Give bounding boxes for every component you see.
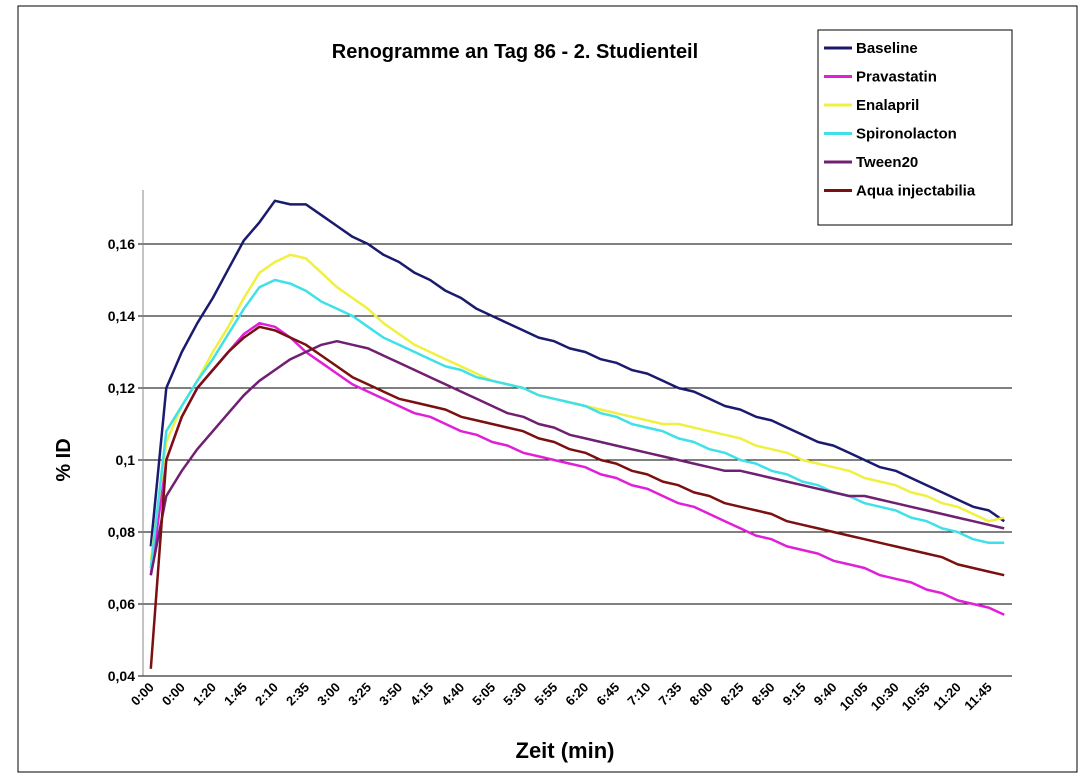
legend-box xyxy=(817,29,1013,226)
x-axis-label: Zeit (min) xyxy=(516,738,615,763)
legend-label: Enalapril xyxy=(856,97,919,114)
y-tick-label: 0,1 xyxy=(116,452,136,468)
legend-label: Spironolacton xyxy=(856,126,957,143)
y-tick-label: 0,04 xyxy=(108,668,135,684)
y-tick-label: 0,16 xyxy=(108,236,135,252)
series-line xyxy=(149,325,1005,669)
y-tick-label: 0,06 xyxy=(108,596,135,612)
legend: Baseline Pravastatin Enalapril Spironolacto… xyxy=(817,29,1013,226)
legend-label: Baseline xyxy=(856,40,918,57)
series-line xyxy=(149,199,1005,547)
chart-title: Renogramme an Tag 86 - 2. Studienteil xyxy=(332,41,698,63)
series-line xyxy=(149,339,1005,576)
y-tick-label: 0,08 xyxy=(108,524,135,540)
y-tick-label: 0,12 xyxy=(108,380,135,396)
y-axis-label: % ID xyxy=(53,438,75,481)
legend-label: Aqua injectabilia xyxy=(856,183,976,200)
series-line xyxy=(149,278,1005,569)
y-tick-label: 0,14 xyxy=(108,308,135,324)
legend-label: Pravastatin xyxy=(856,69,937,86)
legend-label: Tween20 xyxy=(856,154,918,171)
